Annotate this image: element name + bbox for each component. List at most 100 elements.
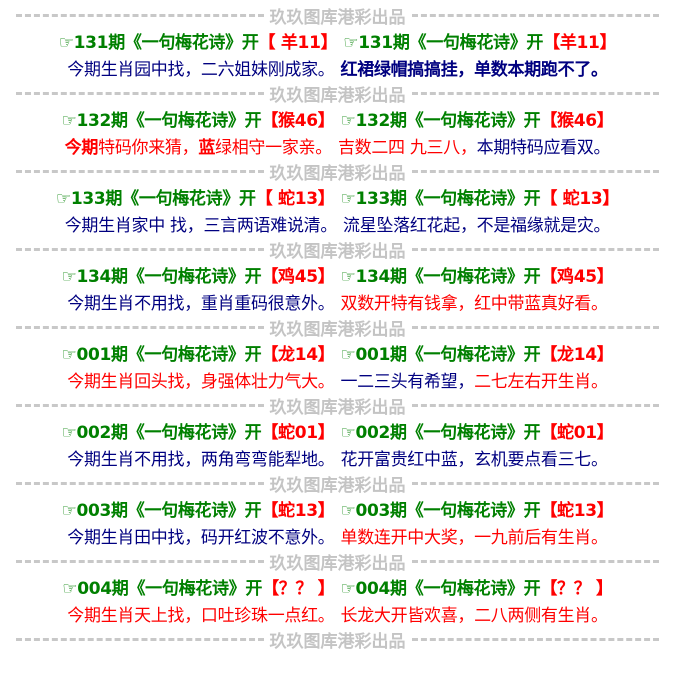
separator: 玖玖图库港彩出品 xyxy=(0,316,675,340)
poem-left: 今期生肖天上找，口吐珍珠一点红。 xyxy=(67,601,335,626)
poem-segment: 花开富贵红中蓝，玄机要点看三七。 xyxy=(340,450,609,470)
separator-text: 玖玖图库港彩出品 xyxy=(269,163,406,184)
left-head: ☞004期《一句梅花诗》开【？？ 】 xyxy=(62,574,335,599)
issue-title: ☞002期《一句梅花诗》开 xyxy=(340,423,541,443)
divider xyxy=(411,481,659,485)
poem-line: 今期生肖回头找，身强体壮力气大。 一二三头有希望，二七左右开生肖。 xyxy=(0,365,675,394)
poem-segment: 单数连开中大奖，一九前后有生肖。 xyxy=(340,528,609,548)
left-head: ☞002期《一句梅花诗》开【蛇01】 xyxy=(62,418,335,443)
right-head: ☞134期《一句梅花诗》开【鸡45】 xyxy=(341,262,614,287)
poem-segment: 流星坠落红花起，不是福缘就是灾。 xyxy=(343,216,611,236)
left-head: ☞134期《一句梅花诗》开【鸡45】 xyxy=(62,262,335,287)
issue-header: ☞002期《一句梅花诗》开【蛇01】 ☞002期《一句梅花诗》开【蛇01】 xyxy=(0,416,675,445)
poem-right: 双数开特有钱拿，红中带蓝真好看。 xyxy=(340,289,609,314)
result-badge: 【 蛇13】 xyxy=(540,189,620,209)
divider xyxy=(16,325,264,329)
poem-segment: 今期生肖回头找，身强体壮力气大。 xyxy=(67,372,335,392)
right-head: ☞004期《一句梅花诗》开【？？ 】 xyxy=(341,574,614,599)
issue-title: ☞003期《一句梅花诗》开 xyxy=(340,501,541,521)
poem-left: 今期特码你来猜，蓝绿相守一家亲。 xyxy=(64,133,333,158)
left-head: ☞131期《一句梅花诗》开【 羊11】 xyxy=(59,28,338,53)
separator: 玖玖图库港彩出品 xyxy=(0,550,675,574)
poem-segment: 特码你来猜， xyxy=(98,138,199,158)
poem-right: 吉数二四 九三八，本期特码应看双。 xyxy=(337,133,611,158)
issue-title: ☞133期《一句梅花诗》开 xyxy=(340,189,541,209)
poem-segment: 今期生肖园中找，二六姐妹刚成家。 xyxy=(67,60,335,80)
poem-line: 今期特码你来猜，蓝绿相守一家亲。 吉数二四 九三八，本期特码应看双。 xyxy=(0,131,675,160)
separator-text: 玖玖图库港彩出品 xyxy=(269,553,406,574)
issue-header: ☞001期《一句梅花诗》开【龙14】 ☞001期《一句梅花诗》开【龙14】 xyxy=(0,338,675,367)
separator-text: 玖玖图库港彩出品 xyxy=(269,475,406,496)
poem-right: 一二三头有希望，二七左右开生肖。 xyxy=(340,367,608,392)
issue-title: ☞001期《一句梅花诗》开 xyxy=(61,345,262,365)
poem-line: 今期生肖园中找，二六姐妹刚成家。 红裙绿帽搞搞挂，单数本期跑不了。 xyxy=(0,53,675,82)
poem-segment: 今期生肖不用找，重肖重码很意外。 xyxy=(67,294,335,314)
result-badge: 【鸡45】 xyxy=(540,267,614,287)
result-badge: 【？？ 】 xyxy=(540,579,613,599)
result-badge: 【龙14】 xyxy=(540,345,614,365)
poem-right: 花开富贵红中蓝，玄机要点看三七。 xyxy=(340,445,609,470)
poem-left: 今期生肖家中 找，三言两语难说清。 xyxy=(65,211,338,236)
divider xyxy=(411,91,659,95)
separator-text: 玖玖图库港彩出品 xyxy=(269,241,406,262)
issue-title: ☞131期《一句梅花诗》开 xyxy=(58,33,259,53)
poem-segment: 双数开特有钱拿，红中带蓝真好看。 xyxy=(340,294,609,314)
divider xyxy=(411,325,659,329)
right-head: ☞131期《一句梅花诗》开【羊11】 xyxy=(343,28,616,53)
issue-title: ☞134期《一句梅花诗》开 xyxy=(340,267,541,287)
issue-title: ☞131期《一句梅花诗》开 xyxy=(343,33,544,53)
result-badge: 【猴46】 xyxy=(261,111,335,131)
poem-segment: 长龙大开皆欢喜，二八两侧有生肖。 xyxy=(340,606,609,626)
poem-line: 今期生肖家中 找，三言两语难说清。 流星坠落红花起，不是福缘就是灾。 xyxy=(0,209,675,238)
left-head: ☞132期《一句梅花诗》开【猴46】 xyxy=(62,106,335,131)
result-badge: 【蛇01】 xyxy=(540,423,614,443)
poem-list: 玖玖图库港彩出品 ☞131期《一句梅花诗》开【 羊11】 ☞131期《一句梅花诗》开… xyxy=(0,4,675,652)
poem-segment: 蓝 xyxy=(198,138,216,158)
separator: 玖玖图库港彩出品 xyxy=(0,160,675,184)
issue-header: ☞133期《一句梅花诗》开【 蛇13】 ☞133期《一句梅花诗》开【 蛇13】 xyxy=(0,182,675,211)
separator-text: 玖玖图库港彩出品 xyxy=(269,319,406,340)
poem-left: 今期生肖不用找，重肖重码很意外。 xyxy=(67,289,335,314)
issue-title: ☞004期《一句梅花诗》开 xyxy=(62,579,263,599)
poem-segment: 今期 xyxy=(64,138,99,158)
right-head: ☞133期《一句梅花诗》开【 蛇13】 xyxy=(341,184,620,209)
result-badge: 【猴46】 xyxy=(540,111,614,131)
issue-header: ☞131期《一句梅花诗》开【 羊11】 ☞131期《一句梅花诗》开【羊11】 xyxy=(0,26,675,55)
divider xyxy=(16,403,264,407)
poem-right: 红裙绿帽搞搞挂，单数本期跑不了。 xyxy=(341,55,609,80)
right-head: ☞132期《一句梅花诗》开【猴46】 xyxy=(341,106,614,131)
divider xyxy=(411,247,659,251)
divider xyxy=(411,559,659,563)
issue-title: ☞132期《一句梅花诗》开 xyxy=(340,111,541,131)
poem-right: 单数连开中大奖，一九前后有生肖。 xyxy=(340,523,609,548)
result-badge: 【 羊11】 xyxy=(258,33,338,53)
divider xyxy=(16,91,264,95)
issue-header: ☞132期《一句梅花诗》开【猴46】 ☞132期《一句梅花诗》开【猴46】 xyxy=(0,104,675,133)
divider xyxy=(411,637,659,641)
result-badge: 【 蛇13】 xyxy=(255,189,335,209)
right-head: ☞003期《一句梅花诗》开【蛇13】 xyxy=(341,496,614,521)
divider xyxy=(16,559,264,563)
separator: 玖玖图库港彩出品 xyxy=(0,238,675,262)
separator: 玖玖图库港彩出品 xyxy=(0,628,675,652)
poem-left: 今期生肖不用找，两角弯弯能犁地。 xyxy=(67,445,335,470)
left-head: ☞003期《一句梅花诗》开【蛇13】 xyxy=(62,496,335,521)
poem-segment: 今期生肖不用找，两角弯弯能犁地。 xyxy=(67,450,335,470)
result-badge: 【龙14】 xyxy=(261,345,335,365)
right-head: ☞001期《一句梅花诗》开【龙14】 xyxy=(341,340,614,365)
poem-segment: 二七左右开生肖。 xyxy=(474,372,608,392)
poem-segment: 吉数二四 九三八， xyxy=(337,138,477,158)
separator: 玖玖图库港彩出品 xyxy=(0,4,675,28)
issue-title: ☞134期《一句梅花诗》开 xyxy=(61,267,262,287)
separator: 玖玖图库港彩出品 xyxy=(0,394,675,418)
separator: 玖玖图库港彩出品 xyxy=(0,472,675,496)
issue-title: ☞132期《一句梅花诗》开 xyxy=(61,111,262,131)
separator-text: 玖玖图库港彩出品 xyxy=(269,631,406,652)
divider xyxy=(16,13,264,17)
divider xyxy=(16,169,264,173)
divider xyxy=(411,13,659,17)
poem-left: 今期生肖田中找，码开红波不意外。 xyxy=(67,523,335,548)
issue-header: ☞003期《一句梅花诗》开【蛇13】 ☞003期《一句梅花诗》开【蛇13】 xyxy=(0,494,675,523)
result-badge: 【蛇01】 xyxy=(261,423,335,443)
left-head: ☞133期《一句梅花诗》开【 蛇13】 xyxy=(56,184,335,209)
